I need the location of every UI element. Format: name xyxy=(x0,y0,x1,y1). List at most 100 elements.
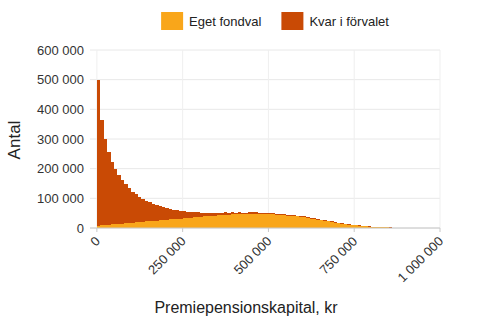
histogram-bar xyxy=(214,216,217,228)
y-grid-line xyxy=(90,50,440,51)
histogram-bar xyxy=(320,220,323,228)
histogram-bar xyxy=(183,211,186,218)
histogram-bar xyxy=(258,214,261,228)
histogram-bar xyxy=(145,221,148,228)
histogram-bar xyxy=(323,221,326,228)
y-tick-label: 0 xyxy=(77,221,84,236)
histogram-bar xyxy=(337,223,340,228)
histogram-bar xyxy=(306,218,309,228)
histogram-bar xyxy=(316,218,319,220)
histogram-bar xyxy=(255,214,258,228)
x-grid-line xyxy=(440,50,441,228)
histogram-bar xyxy=(200,213,203,217)
histogram-bar xyxy=(282,214,285,215)
histogram-bar xyxy=(186,218,189,228)
histogram-bar xyxy=(159,220,162,228)
histogram-bar xyxy=(162,207,165,220)
histogram-bar xyxy=(159,206,162,220)
histogram-bar xyxy=(114,224,117,228)
histogram-bar xyxy=(172,219,175,228)
x-tick-label: 0 xyxy=(87,234,103,250)
histogram-bar xyxy=(310,219,313,228)
histogram-bar xyxy=(323,220,326,222)
histogram-bar xyxy=(289,214,292,216)
histogram-bar xyxy=(334,222,337,224)
histogram-bar xyxy=(231,214,234,228)
histogram-bar xyxy=(340,224,343,228)
histogram-bar xyxy=(251,212,254,213)
histogram-bar xyxy=(145,201,148,222)
histogram-bar xyxy=(275,214,278,215)
histogram-bar xyxy=(141,222,144,228)
histogram-bar xyxy=(152,221,155,228)
x-tick-label: 250 000 xyxy=(145,234,189,278)
histogram-bar xyxy=(111,224,114,228)
y-tick-label: 400 000 xyxy=(37,102,84,117)
histogram-bar xyxy=(176,219,179,228)
histogram-bar xyxy=(169,219,172,228)
histogram-bar xyxy=(100,120,103,225)
histogram-bar xyxy=(282,215,285,228)
histogram-bar xyxy=(128,188,131,223)
histogram-bar xyxy=(207,216,210,228)
histogram-bar xyxy=(303,217,306,228)
x-axis-line xyxy=(90,228,440,229)
histogram-bar xyxy=(179,211,182,219)
histogram-bar xyxy=(313,218,316,220)
histogram-bar xyxy=(327,220,330,222)
histogram-bar xyxy=(244,214,247,228)
histogram-bar xyxy=(172,210,175,219)
histogram-bar xyxy=(124,223,127,228)
histogram-bar xyxy=(258,213,261,214)
histogram-bar xyxy=(365,225,368,226)
histogram-bar xyxy=(361,225,364,226)
histogram-bar xyxy=(262,214,265,228)
histogram-bar xyxy=(169,209,172,219)
x-grid-line xyxy=(268,50,269,228)
y-tick-label: 100 000 xyxy=(37,191,84,206)
histogram-bar xyxy=(241,213,244,215)
histogram-bar xyxy=(262,213,265,214)
y-grid-line xyxy=(90,198,440,199)
histogram-bar xyxy=(121,224,124,228)
histogram-bar xyxy=(279,214,282,215)
y-tick-label: 300 000 xyxy=(37,132,84,147)
histogram-bar xyxy=(289,216,292,228)
histogram-bar xyxy=(354,224,357,225)
y-grid-line xyxy=(90,109,440,110)
histogram-bar xyxy=(114,169,117,224)
x-tick xyxy=(440,228,441,232)
x-tick xyxy=(354,228,355,232)
histogram-bar xyxy=(224,215,227,228)
x-tick xyxy=(182,228,183,232)
histogram-bar xyxy=(327,221,330,228)
histogram-bar xyxy=(117,175,120,224)
histogram-bar xyxy=(231,212,234,214)
y-grid-line xyxy=(90,79,440,80)
grid xyxy=(90,50,440,228)
histogram-bar xyxy=(344,223,347,224)
histogram-bar xyxy=(193,212,196,217)
histogram-bar xyxy=(220,213,223,215)
y-grid-line xyxy=(90,168,440,169)
histogram-bar xyxy=(210,213,213,216)
y-axis-title: Antal xyxy=(5,121,24,160)
histogram-bar xyxy=(248,214,251,228)
histogram-bar xyxy=(217,213,220,216)
histogram-bar xyxy=(279,215,282,228)
histogram-bar xyxy=(141,199,144,222)
y-tick-label: 500 000 xyxy=(37,72,84,87)
histogram-bar xyxy=(165,220,168,228)
histogram-bar xyxy=(200,217,203,228)
histogram-bar xyxy=(358,225,361,226)
y-grid-line xyxy=(90,139,440,140)
histogram-bar xyxy=(378,226,381,227)
histogram-bar xyxy=(340,223,343,225)
histogram-bar xyxy=(296,216,299,228)
histogram-bar xyxy=(320,219,323,221)
histogram-bar xyxy=(251,214,254,228)
x-tick-label: 1 000 000 xyxy=(395,234,447,286)
histogram-bar xyxy=(344,224,347,228)
legend-item: Eget fondval xyxy=(161,12,261,30)
histogram-bar xyxy=(196,217,199,228)
